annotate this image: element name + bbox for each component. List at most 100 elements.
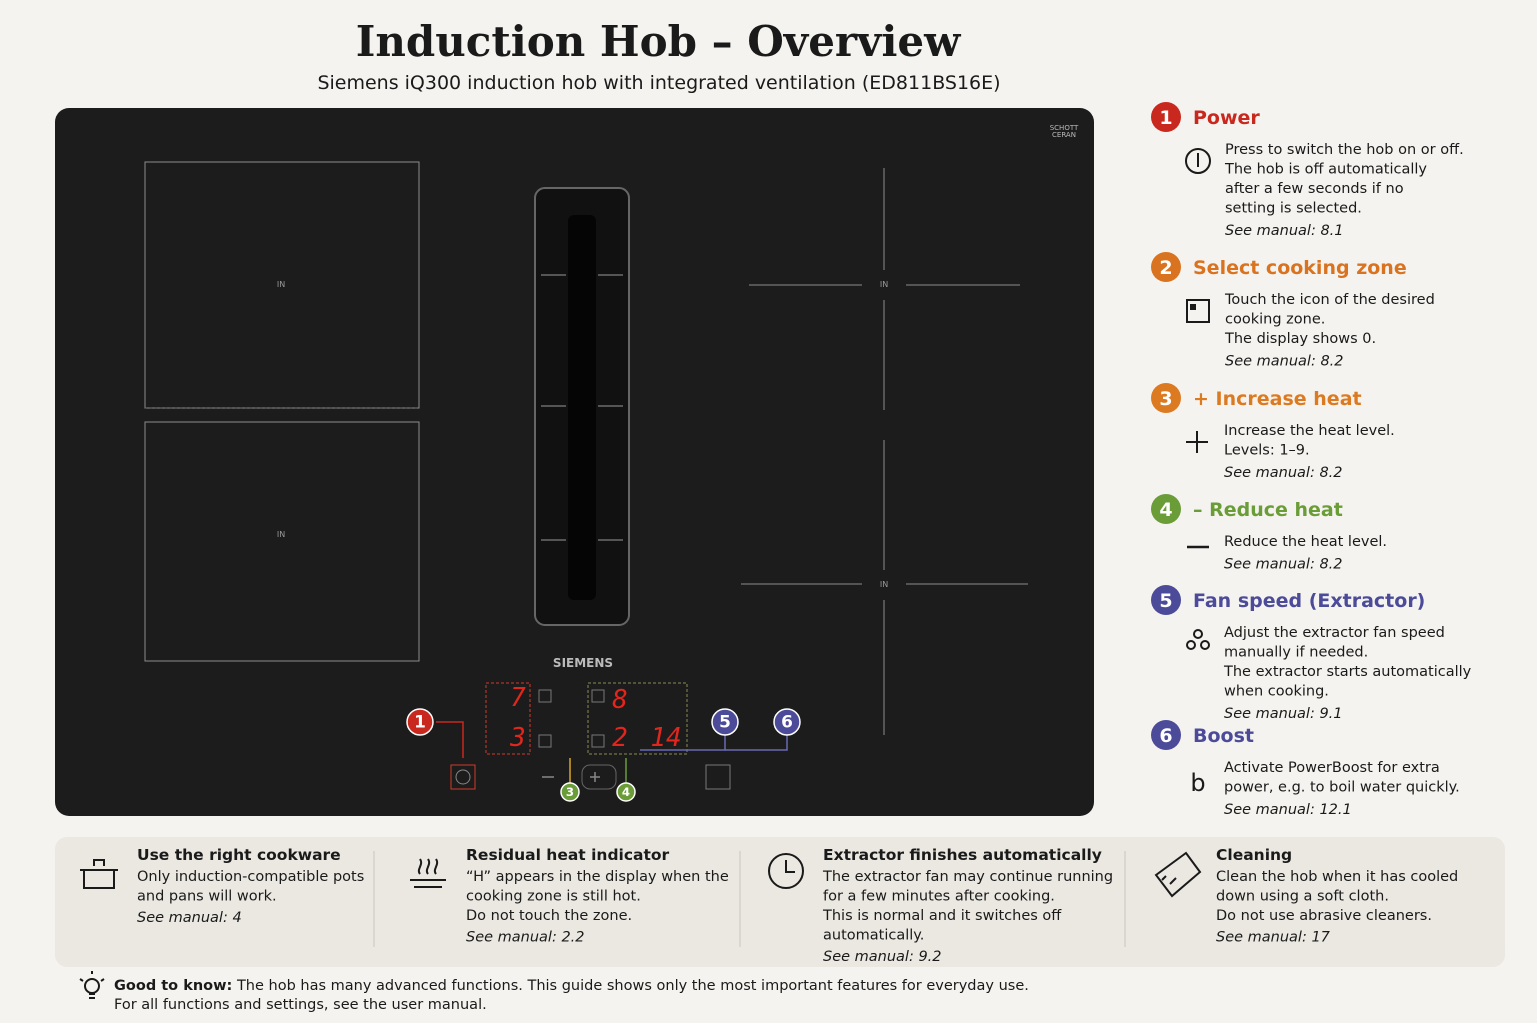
- zone-label: IN: [880, 280, 888, 289]
- footer-label: Good to know:: [114, 978, 232, 994]
- callout-badge: [406, 708, 434, 736]
- step-title: Boost: [1193, 725, 1254, 747]
- tip-manual: See manual: 17: [1216, 930, 1331, 946]
- step-line: manually if needed.: [1224, 645, 1368, 661]
- tip-manual: See manual: 9.2: [823, 949, 942, 965]
- tip-line: The extractor fan may continue running: [822, 869, 1113, 885]
- callout-badge: [560, 782, 580, 802]
- callout-number: 1: [414, 711, 426, 731]
- display-digit: 2: [612, 723, 628, 753]
- step-manual: See manual: 8.2: [1224, 557, 1343, 573]
- step-line: Activate PowerBoost for extra: [1224, 760, 1440, 776]
- bulb-icon: [79, 971, 105, 999]
- tip-manual: See manual: 2.2: [466, 930, 585, 946]
- step-title: Fan speed (Extractor): [1193, 590, 1425, 612]
- tips-panel: [55, 837, 1505, 967]
- display-digit: 7: [510, 683, 526, 713]
- step-line: Reduce the heat level.: [1224, 534, 1387, 550]
- display-digit: 8: [612, 685, 628, 715]
- tip-icons: [80, 851, 1202, 898]
- tip-line: “H” appears in the display when the: [466, 869, 729, 885]
- tip-title: Use the right cookware: [137, 846, 341, 864]
- step-number: 5: [1159, 590, 1172, 612]
- step-manual: See manual: 12.1: [1224, 802, 1352, 818]
- step-badge: [1151, 252, 1181, 282]
- hob: SCHOTT CERAN IN IN IN IN SIEMENS 7 3 8 2…: [55, 108, 1094, 816]
- step-badge: [1151, 383, 1181, 413]
- step-number: 1: [1159, 107, 1172, 129]
- tip-line: Only induction-compatible pots: [137, 869, 364, 885]
- step-badge: [1151, 585, 1181, 615]
- zone-label: IN: [880, 580, 888, 589]
- tip-line: Do not use abrasive cleaners.: [1216, 908, 1432, 924]
- step-manual: See manual: 9.1: [1224, 706, 1343, 722]
- tip-line: cooking zone is still hot.: [466, 889, 641, 905]
- tip-line: and pans will work.: [137, 889, 277, 905]
- callout-number: 5: [719, 711, 731, 731]
- step-manual: See manual: 8.2: [1224, 465, 1343, 481]
- step-icon: [1186, 431, 1208, 453]
- step-number: 2: [1159, 257, 1172, 279]
- tip-manual: See manual: 4: [137, 910, 242, 926]
- step-number: 4: [1159, 499, 1172, 521]
- step-line: cooking zone.: [1225, 312, 1325, 328]
- step-line: The display shows 0.: [1224, 331, 1376, 347]
- step-title: Power: [1193, 107, 1260, 129]
- steps: 1 Power Press to switch the hob on or off.…: [1151, 102, 1472, 818]
- step-line: after a few seconds if no: [1225, 181, 1404, 197]
- step-number: 3: [1159, 388, 1172, 410]
- callout-badge: [616, 782, 636, 802]
- tip-title: Cleaning: [1216, 846, 1292, 864]
- footer-line: Good to know: The hob has many advanced …: [114, 978, 1029, 994]
- step-number: 6: [1159, 725, 1172, 747]
- tip-title: Extractor finishes automatically: [823, 846, 1102, 864]
- zone-label: IN: [277, 280, 285, 289]
- step-line: Adjust the extractor fan speed: [1224, 625, 1445, 641]
- step-title: Select cooking zone: [1193, 257, 1407, 279]
- tip-line: automatically.: [823, 928, 924, 944]
- step-line: The extractor starts automatically: [1223, 664, 1472, 680]
- tip-line: Clean the hob when it has cooled: [1216, 869, 1458, 885]
- subtitle: Siemens iQ300 induction hob with integra…: [317, 72, 1000, 94]
- step-icon: [1185, 148, 1211, 174]
- title: Induction Hob – Overview: [356, 17, 961, 66]
- callout-number: 3: [566, 785, 574, 799]
- display-digit: 14: [650, 723, 681, 753]
- step-icon: [1186, 629, 1210, 650]
- callouts: 1 5 6 3 4: [406, 708, 801, 802]
- step-line: The hob is off automatically: [1224, 162, 1427, 178]
- zone-label: IN: [277, 530, 285, 539]
- glass-brand: CERAN: [1052, 131, 1076, 139]
- step-title: – Reduce heat: [1193, 499, 1343, 521]
- step-line: Press to switch the hob on or off.: [1225, 142, 1464, 158]
- callout-badge: [773, 708, 801, 736]
- display-digit: 3: [509, 723, 526, 753]
- step-line: Increase the heat level.: [1224, 423, 1395, 439]
- step-badge: [1151, 720, 1181, 750]
- step-line: Levels: 1–9.: [1224, 443, 1310, 459]
- step-line: setting is selected.: [1225, 201, 1362, 217]
- tip-line: Do not touch the zone.: [466, 908, 632, 924]
- step-symbol: b: [1190, 769, 1205, 797]
- step-manual: See manual: 8.2: [1225, 354, 1344, 370]
- tip-line: This is normal and it switches off: [822, 908, 1062, 924]
- tips: Use the right cookware Only induction-com…: [137, 846, 1458, 965]
- callout-badge: [711, 708, 739, 736]
- tip-title: Residual heat indicator: [466, 846, 670, 864]
- step-line: power, e.g. to boil water quickly.: [1224, 780, 1460, 796]
- step-manual: See manual: 8.1: [1225, 223, 1344, 239]
- step-line: Touch the icon of the desired: [1224, 292, 1435, 308]
- step-title: + Increase heat: [1193, 388, 1362, 410]
- step-icon: [1186, 299, 1210, 323]
- callout-number: 6: [781, 711, 793, 731]
- footer-text: The hob has many advanced functions. Thi…: [236, 978, 1029, 994]
- tip-line: for a few minutes after cooking.: [823, 889, 1055, 905]
- callout-number: 4: [622, 785, 630, 799]
- footer-line: For all functions and settings, see the …: [114, 997, 487, 1013]
- step-line: when cooking.: [1224, 684, 1329, 700]
- step-badge: [1151, 102, 1181, 132]
- step-badge: [1151, 494, 1181, 524]
- glass-brand: SCHOTT: [1050, 124, 1079, 132]
- tip-line: down using a soft cloth.: [1216, 889, 1389, 905]
